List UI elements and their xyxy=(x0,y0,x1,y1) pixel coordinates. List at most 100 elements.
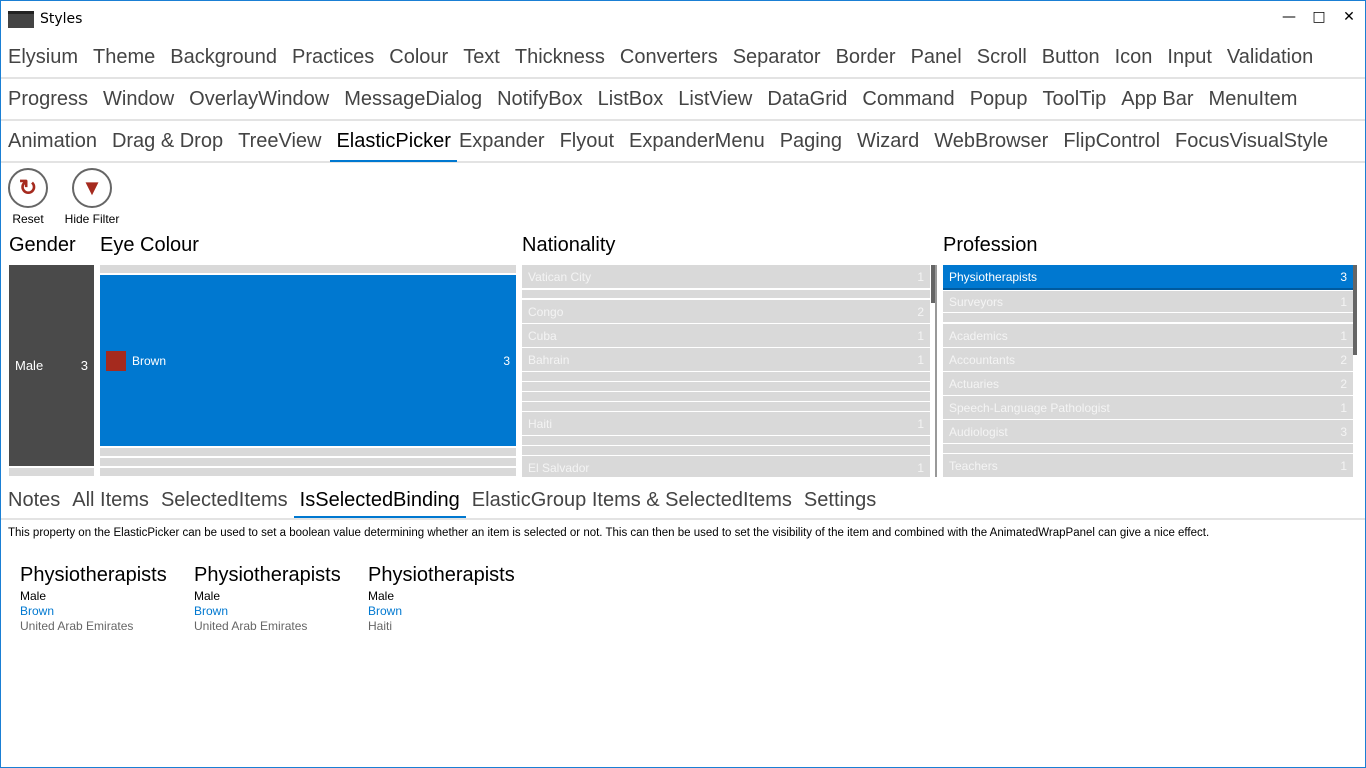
reset-icon: ↻ xyxy=(8,168,48,208)
menu-tab-flyout[interactable]: Flyout xyxy=(559,130,615,152)
menu-tab-focusvisualstyle[interactable]: FocusVisualStyle xyxy=(1175,130,1329,152)
reset-button[interactable]: ↻ Reset xyxy=(7,168,49,226)
nationality-item[interactable]: El Salvador 1 xyxy=(522,456,930,477)
nationality-empty-item[interactable] xyxy=(522,392,930,401)
item-count: 3 xyxy=(1340,269,1347,284)
menu-tab-app-bar[interactable]: App Bar xyxy=(1121,88,1194,110)
item-label: Brown xyxy=(132,353,167,368)
profession-item[interactable]: Surveyors 1 xyxy=(943,291,1353,312)
profession-item[interactable]: Audiologist 3 xyxy=(943,420,1353,443)
profession-item-selected[interactable]: Physiotherapists 3 xyxy=(943,265,1353,290)
item-label: El Salvador xyxy=(528,460,590,475)
tab-elasticgroup-items-selecteditems[interactable]: ElasticGroup Items & SelectedItems xyxy=(471,489,792,511)
tab-isselectedbinding[interactable]: IsSelectedBinding xyxy=(293,481,466,518)
item-label: Bahrain xyxy=(528,352,570,367)
nationality-empty-item[interactable] xyxy=(522,446,930,455)
menu-tab-animation[interactable]: Animation xyxy=(8,130,97,152)
eye-empty-item[interactable] xyxy=(100,265,516,273)
nationality-item[interactable]: Congo 2 xyxy=(522,300,930,323)
eye-item-brown[interactable]: Brown 3 xyxy=(100,275,516,446)
item-count: 3 xyxy=(1340,424,1347,439)
nationality-scrollbar[interactable] xyxy=(931,265,935,303)
hide-filter-button[interactable]: ▼ Hide Filter xyxy=(59,168,125,226)
tab-selecteditems[interactable]: SelectedItems xyxy=(160,489,288,511)
menu-tab-datagrid[interactable]: DataGrid xyxy=(767,88,848,110)
maximize-button[interactable]: □ xyxy=(1312,9,1326,25)
menu-tab-flipcontrol[interactable]: FlipControl xyxy=(1063,130,1161,152)
nationality-empty-item[interactable] xyxy=(522,382,930,391)
menu-tab-listview[interactable]: ListView xyxy=(678,88,753,110)
menu-tab-converters[interactable]: Converters xyxy=(619,46,718,68)
profession-item[interactable]: Academics 1 xyxy=(943,324,1353,347)
eye-empty-item[interactable] xyxy=(100,448,516,456)
close-button[interactable]: ✕ xyxy=(1343,9,1355,25)
menu-tab-window[interactable]: Window xyxy=(103,88,175,110)
app-folder-icon xyxy=(8,11,34,28)
nationality-empty-item[interactable] xyxy=(522,436,930,445)
menu-tab-theme[interactable]: Theme xyxy=(93,46,156,68)
profession-item[interactable]: Speech-Language Pathologist 1 xyxy=(943,396,1353,419)
menu-tab-drag-drop[interactable]: Drag & Drop xyxy=(111,130,224,152)
nationality-item[interactable]: Bahrain 1 xyxy=(522,348,930,371)
menu-tab-expandermenu[interactable]: ExpanderMenu xyxy=(629,130,765,152)
tab-notes[interactable]: Notes xyxy=(8,489,61,511)
nationality-empty-item[interactable] xyxy=(522,372,930,381)
eye-empty-item[interactable] xyxy=(100,468,516,476)
nationality-item[interactable]: Cuba 1 xyxy=(522,324,930,347)
menu-tab-progress[interactable]: Progress xyxy=(8,88,89,110)
menu-tab-separator[interactable]: Separator xyxy=(732,46,821,68)
menu-tab-treeview[interactable]: TreeView xyxy=(238,130,322,152)
profession-item[interactable]: Accountants 2 xyxy=(943,348,1353,371)
menu-tab-validation[interactable]: Validation xyxy=(1226,46,1314,68)
menu-tab-panel[interactable]: Panel xyxy=(910,46,962,68)
tab-settings[interactable]: Settings xyxy=(803,489,877,511)
menu-tab-command[interactable]: Command xyxy=(862,88,955,110)
menu-tab-elysium[interactable]: Elysium xyxy=(8,46,79,68)
menu-tab-elasticpicker[interactable]: ElasticPicker xyxy=(330,120,457,162)
profession-item[interactable]: Actuaries 2 xyxy=(943,372,1353,395)
item-label: Speech-Language Pathologist xyxy=(949,400,1110,415)
profession-item[interactable]: Teachers 1 xyxy=(943,454,1353,477)
nationality-empty-item[interactable] xyxy=(522,402,930,411)
menu-tab-notifybox[interactable]: NotifyBox xyxy=(497,88,583,110)
menu-tab-overlaywindow[interactable]: OverlayWindow xyxy=(189,88,330,110)
nationality-empty-item[interactable] xyxy=(522,290,930,298)
menu-tab-border[interactable]: Border xyxy=(835,46,896,68)
item-count: 1 xyxy=(1340,400,1347,415)
item-count: 1 xyxy=(917,416,924,431)
nationality-item[interactable]: Haiti 1 xyxy=(522,412,930,435)
menu-tab-messagedialog[interactable]: MessageDialog xyxy=(344,88,483,110)
menu-tab-expander[interactable]: Expander xyxy=(458,130,545,152)
nationality-list[interactable]: Vatican City 1 Congo 2 Cuba 1 Bahrain 1 Hait… xyxy=(522,265,938,477)
menu-tab-paging[interactable]: Paging xyxy=(779,130,842,152)
nationality-item[interactable]: Vatican City 1 xyxy=(522,265,930,288)
menu-tab-popup[interactable]: Popup xyxy=(969,88,1028,110)
menu-tab-background[interactable]: Background xyxy=(170,46,278,68)
menu-tab-colour[interactable]: Colour xyxy=(389,46,449,68)
menu-tab-tooltip[interactable]: ToolTip xyxy=(1042,88,1107,110)
gender-empty-item[interactable] xyxy=(9,468,94,476)
menu-tab-button[interactable]: Button xyxy=(1041,46,1100,68)
profession-empty-item[interactable] xyxy=(943,444,1353,453)
gender-item-male[interactable]: Male 3 xyxy=(9,265,94,466)
item-label: Audiologist xyxy=(949,424,1008,439)
menu-tab-text[interactable]: Text xyxy=(463,46,500,68)
menu-tab-wizard[interactable]: Wizard xyxy=(856,130,920,152)
profession-scrollbar[interactable] xyxy=(1353,265,1357,355)
profession-list[interactable]: Physiotherapists 3 Surveyors 1 Academics 1 … xyxy=(943,265,1359,477)
menu-tab-webbrowser[interactable]: WebBrowser xyxy=(934,130,1049,152)
menu-tab-menuitem[interactable]: MenuItem xyxy=(1208,88,1298,110)
eye-empty-item[interactable] xyxy=(100,458,516,466)
minimize-button[interactable]: — xyxy=(1282,9,1296,25)
menu-tab-icon[interactable]: Icon xyxy=(1114,46,1153,68)
item-count: 1 xyxy=(917,460,924,475)
menu-row-1: Elysium Theme Background Practices Colour Tex… xyxy=(1,37,1365,79)
menu-tab-thickness[interactable]: Thickness xyxy=(514,46,605,68)
menu-tab-input[interactable]: Input xyxy=(1167,46,1212,68)
menu-tab-listbox[interactable]: ListBox xyxy=(597,88,664,110)
menu-tab-scroll[interactable]: Scroll xyxy=(976,46,1027,68)
menu-tab-practices[interactable]: Practices xyxy=(292,46,375,68)
item-count: 1 xyxy=(917,328,924,343)
tab-all-items[interactable]: All Items xyxy=(72,489,149,511)
profession-empty-item[interactable] xyxy=(943,313,1353,322)
